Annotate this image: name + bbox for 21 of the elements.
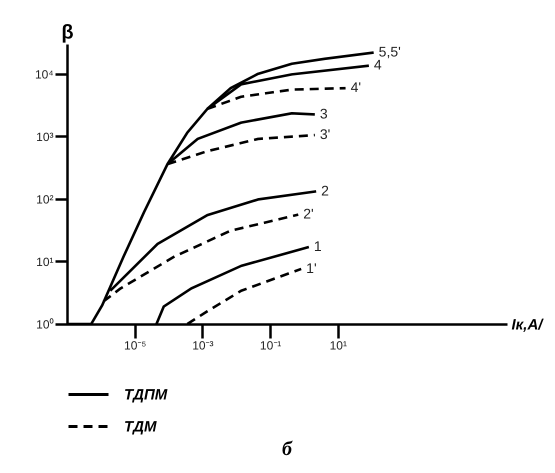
series-label: 2	[321, 182, 330, 198]
series-label: 1	[314, 238, 322, 254]
y-tick-label: 10¹	[36, 254, 54, 269]
text: ТДМ	[124, 418, 157, 436]
text: ТДПМ	[124, 386, 168, 404]
x-tick-label: 10⁻⁵	[124, 338, 146, 352]
y-tick-label: 10⁴	[34, 67, 54, 82]
series-label: 2'	[303, 206, 314, 222]
x-tick-label: 10⁻¹	[260, 338, 282, 352]
y-tick-label: 10²	[36, 192, 54, 206]
series-label: 1'	[306, 260, 317, 276]
series-label: 3'	[320, 126, 330, 142]
y-axis-title: β	[61, 22, 74, 44]
text: б	[282, 438, 294, 460]
series-label: 4'	[350, 79, 362, 96]
x-tick-label: 10¹	[330, 338, 347, 352]
y-tick-label: 10⁰	[36, 318, 54, 332]
x-tick-label: 10⁻³	[192, 338, 214, 352]
x-axis-title: Iк,A/	[512, 316, 544, 334]
series-label: 3	[320, 105, 328, 122]
y-tick-label: 10³	[36, 130, 54, 144]
